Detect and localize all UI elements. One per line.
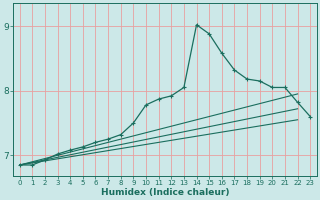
X-axis label: Humidex (Indice chaleur): Humidex (Indice chaleur) bbox=[101, 188, 229, 197]
